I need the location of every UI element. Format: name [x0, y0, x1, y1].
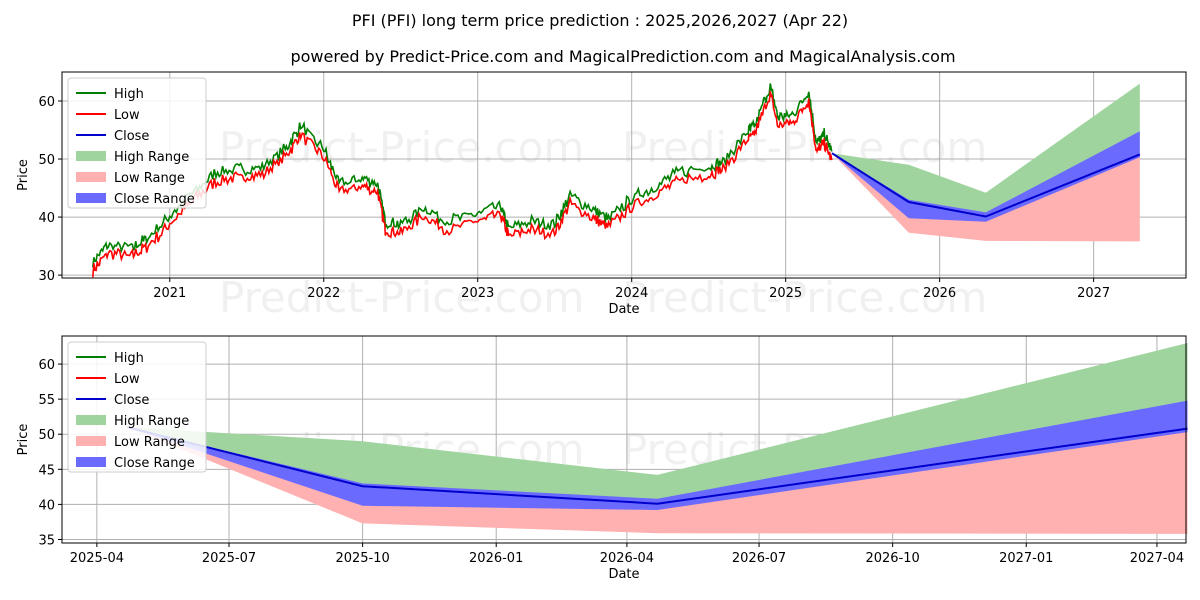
y-tick-label: 45	[38, 463, 55, 478]
close-range-band	[127, 400, 1188, 510]
legend-item-high-range-swatch	[76, 151, 106, 161]
legend-item-close-range: Close Range	[114, 192, 195, 207]
x-tick-label: 2026-01	[469, 551, 523, 566]
y-tick-label: 40	[38, 211, 55, 226]
x-tick-label: 2027-04	[1130, 551, 1184, 566]
x-tick-label: 2027-01	[999, 551, 1053, 566]
y-tick-label: 50	[38, 428, 55, 443]
y-tick-label: 60	[38, 358, 55, 373]
y-tick-label: 60	[38, 95, 55, 110]
x-axis-label: Date	[608, 302, 639, 317]
legend: High Low Close High Range Low Range Close Ran…	[67, 77, 207, 209]
x-tick-label: 2022	[307, 286, 340, 301]
legend-item-low-range-swatch	[76, 172, 106, 182]
plot-frame	[61, 71, 1187, 279]
legend-item-low: Low	[114, 372, 140, 387]
legend-item-high: High	[114, 351, 144, 366]
x-axis-label: Date	[608, 567, 639, 582]
x-tick-label: 2026-10	[865, 551, 919, 566]
lower-chart: Predict-Price.comPredict-Price.com2025-0…	[16, 335, 1188, 582]
legend-item-close-range-swatch	[76, 193, 106, 203]
legend-item-high-range-swatch	[76, 415, 106, 425]
x-tick-label: 2025-04	[70, 551, 124, 566]
close-forecast-line	[127, 426, 1188, 505]
legend-item-low-range-swatch	[76, 436, 106, 446]
x-tick-label: 2021	[153, 286, 186, 301]
low-range-band	[127, 427, 1188, 534]
legend-item-close: Close	[114, 393, 149, 408]
upper-chart: Predict-Price.com Predict-Price.com Predic…	[16, 71, 1187, 322]
y-tick-label: 30	[38, 269, 55, 284]
legend-item-low-range: Low Range	[114, 171, 185, 186]
y-tick-label: 35	[38, 533, 55, 548]
x-tick-label: 2025	[769, 286, 802, 301]
legend-item-close-range: Close Range	[114, 456, 195, 471]
close-forecast-line	[831, 152, 1141, 218]
x-tick-label: 2025-10	[335, 551, 389, 566]
x-tick-label: 2027	[1077, 286, 1110, 301]
x-tick-label: 2026	[923, 286, 956, 301]
x-tick-label: 2024	[615, 286, 648, 301]
legend-item-low: Low	[114, 108, 140, 123]
x-tick-label: 2026-07	[732, 551, 786, 566]
plot-frame	[61, 335, 1187, 544]
watermark-left: Predict-Price.com	[219, 273, 584, 322]
x-tick-label: 2025-07	[202, 551, 256, 566]
close-range-band	[831, 131, 1140, 222]
watermark-right: Predict-Price.com	[622, 123, 987, 172]
legend-item-close: Close	[114, 129, 149, 144]
low-range-band	[831, 153, 1140, 242]
x-tick-label: 2026-04	[600, 551, 654, 566]
watermark-right: Predict-Price.com	[622, 273, 987, 322]
legend-item-high: High	[114, 87, 144, 102]
legend-item-low-range: Low Range	[114, 435, 185, 450]
chart-subtitle: powered by Predict-Price.com and Magical…	[290, 47, 955, 66]
legend-item-high-range: High Range	[114, 414, 189, 429]
x-tick-label: 2023	[461, 286, 494, 301]
y-tick-label: 50	[38, 153, 55, 168]
chart-title: PFI (PFI) long term price prediction : 2…	[352, 11, 848, 30]
high-series-line	[92, 83, 833, 268]
y-axis-label: Price	[16, 159, 31, 191]
legend-item-high-range: High Range	[114, 150, 189, 165]
legend: High Low Close High Range Low Range Close Ran…	[67, 341, 207, 473]
y-tick-label: 55	[38, 393, 55, 408]
y-axis-label: Price	[16, 424, 31, 456]
legend-item-close-range-swatch	[76, 457, 106, 467]
y-tick-label: 40	[38, 498, 55, 513]
low-series-line	[92, 89, 833, 278]
